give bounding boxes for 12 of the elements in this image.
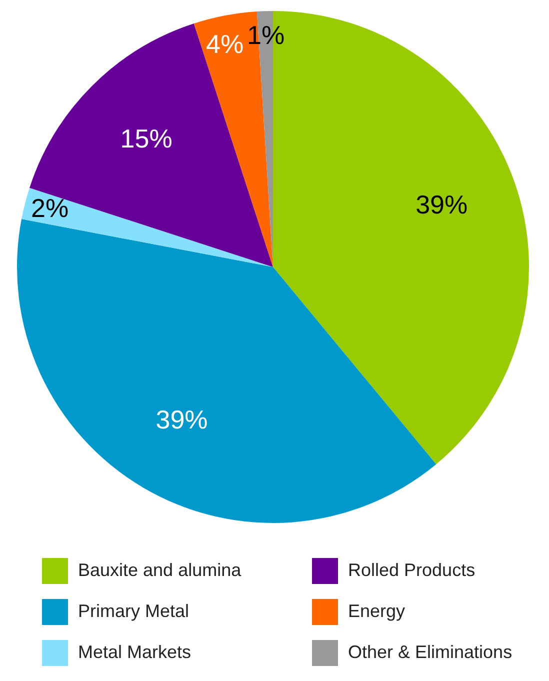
data-label: 1% — [246, 20, 285, 50]
data-label: 4% — [206, 28, 244, 59]
data-label: 15% — [120, 123, 172, 154]
legend-label: Other & Eliminations — [348, 642, 512, 663]
data-label: 2% — [31, 192, 69, 223]
data-label: 39% — [156, 404, 208, 434]
legend-label: Energy — [348, 601, 406, 622]
legend-label: Rolled Products — [348, 560, 476, 581]
legend-label: Bauxite and alumina — [78, 560, 242, 581]
data-label: 39% — [416, 189, 468, 220]
legend-label: Primary Metal — [78, 601, 190, 622]
legend-label: Metal Markets — [78, 642, 192, 663]
